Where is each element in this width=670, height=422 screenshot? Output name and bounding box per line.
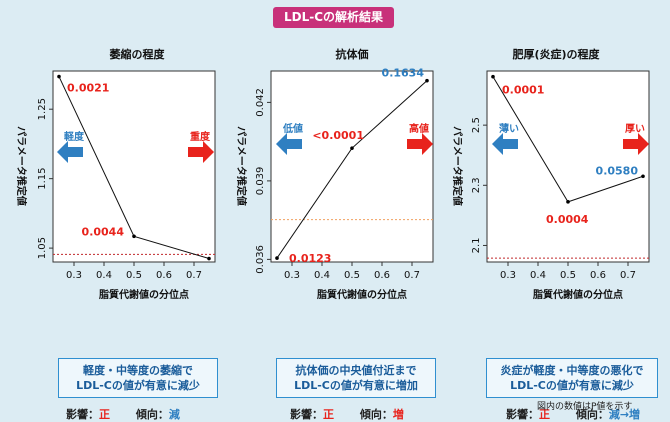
x-tick-label: 0.5	[344, 270, 360, 281]
footnote: 図内の数値はP値を示す	[537, 402, 633, 412]
chart-thickening: 肥厚(炎症)の程度 0.3 0.4 0.5 0.6 0.7 2.1 2.3 2.5 脂質代謝値の分…	[451, 47, 650, 301]
y-tick-label: 2.1	[471, 238, 482, 254]
arrow-left-icon	[276, 133, 302, 155]
y-tick-label: 0.042	[255, 88, 266, 117]
summary-line-1: 軽度・中等度の萎縮で	[83, 364, 193, 377]
low-arrow-label: 薄い	[499, 122, 519, 135]
impact-value: 正	[539, 408, 550, 421]
y-tick-label: 1.15	[37, 168, 48, 190]
x-tick-label: 0.4	[530, 270, 546, 281]
y-tick-label: 2.3	[471, 177, 482, 193]
data-point	[207, 256, 211, 261]
chart-title: 抗体価	[336, 47, 369, 61]
arrow-left-icon	[492, 133, 518, 155]
data-point	[132, 234, 136, 239]
y-axis-label: パラメータ推定値	[15, 126, 28, 206]
x-tick-label: 0.7	[620, 270, 636, 281]
x-tick-label: 0.4	[96, 270, 112, 281]
data-point	[425, 78, 429, 83]
x-tick-label: 0.7	[404, 270, 420, 281]
panel-thickening: 肥厚(炎症)の程度 0.3 0.4 0.5 0.6 0.7 2.1 2.3 2.5 脂質代謝値の分…	[446, 34, 668, 422]
direction-label: 傾向：	[575, 408, 609, 421]
direction-label: 傾向：	[359, 408, 393, 421]
x-tick-label: 0.5	[560, 270, 576, 281]
x-axis-label: 脂質代謝値の分位点	[316, 288, 407, 301]
y-tick-label: 1.25	[37, 98, 48, 120]
data-point	[491, 74, 495, 79]
impact-value: 正	[99, 408, 110, 421]
direction-value: 減→増	[608, 408, 641, 421]
high-arrow-label: 高値	[409, 122, 429, 135]
chart-title: 萎縮の程度	[109, 47, 166, 61]
panel-atrophy: 萎縮の程度 0.3 0.4 0.5 0.6 0.7 1.05 1.15 1.25 脂質代謝値の分位…	[0, 34, 222, 422]
direction-label: 傾向：	[135, 408, 169, 421]
summary-box: 炎症が軽度・中等度の悪化で LDL-Cの値が有意に減少	[486, 358, 658, 398]
impact-row: 影響：正 傾向：減→増	[506, 406, 640, 422]
p-value-label: 0.0044	[82, 225, 125, 238]
p-value-label: 0.0004	[546, 213, 589, 226]
arrow-right-icon	[623, 133, 649, 155]
x-tick-label: 0.6	[590, 270, 606, 281]
impact-row: 影響：正 傾向：減	[66, 406, 180, 422]
impact-label: 影響：	[290, 408, 323, 421]
x-axis-label: 脂質代謝値の分位点	[98, 288, 189, 301]
high-arrow-label: 厚い	[625, 123, 645, 135]
x-tick-label: 0.5	[126, 270, 142, 281]
x-tick-label: 0.6	[156, 270, 172, 281]
data-point	[566, 200, 570, 204]
data-point	[57, 74, 61, 79]
arrow-right-icon	[407, 133, 433, 155]
summary-line-2: LDL-Cの値が有意に減少	[510, 379, 634, 392]
x-tick-label: 0.3	[66, 270, 82, 281]
plot-area	[52, 70, 216, 263]
x-tick-label: 0.7	[186, 270, 202, 281]
x-tick-label: 0.3	[284, 270, 300, 281]
x-tick-label: 0.4	[314, 270, 330, 281]
impact-label: 影響：	[66, 408, 99, 421]
y-tick-label: 0.036	[255, 245, 266, 274]
direction-value: 増	[392, 408, 404, 421]
y-axis-label: パラメータ推定値	[235, 126, 248, 206]
y-axis-label: パラメータ推定値	[451, 126, 464, 206]
summary-line-2: LDL-Cの値が有意に増加	[294, 379, 418, 392]
impact-value: 正	[323, 408, 334, 421]
y-tick-label: 2.5	[471, 117, 482, 133]
arrow-right-icon	[188, 141, 214, 163]
p-value-label: 0.0580	[596, 164, 639, 177]
summary-line-1: 抗体価の中央値付近まで	[295, 364, 417, 377]
low-arrow-label: 低値	[282, 122, 303, 135]
plot-area	[270, 70, 434, 263]
data-point	[350, 146, 354, 150]
summary-line-1: 炎症が軽度・中等度の悪化で	[500, 364, 644, 377]
direction-value: 減	[168, 408, 180, 421]
p-value-label: 0.0001	[502, 84, 544, 97]
chart-title: 肥厚(炎症)の程度	[512, 47, 600, 61]
summary-box: 抗体価の中央値付近まで LDL-Cの値が有意に増加	[276, 358, 436, 398]
p-value-label: 0.0123	[289, 252, 331, 265]
summary-box: 軽度・中等度の萎縮で LDL-Cの値が有意に減少	[58, 358, 218, 398]
data-point	[641, 174, 645, 179]
high-arrow-label: 重度	[190, 130, 211, 143]
panel-antibody: 抗体価 0.3 0.4 0.5 0.6 0.7 0.036 0.039 0.042 脂質代謝値の分…	[224, 34, 446, 422]
plot-area	[486, 70, 650, 263]
impact-label: 影響：	[506, 408, 539, 421]
data-point	[275, 256, 279, 260]
p-value-label: 0.1634	[382, 67, 425, 80]
y-tick-label: 1.05	[37, 237, 48, 259]
x-tick-label: 0.6	[374, 270, 390, 281]
x-axis-label: 脂質代謝値の分位点	[532, 288, 623, 301]
arrow-left-icon	[57, 141, 83, 163]
impact-row: 影響：正 傾向：増	[290, 406, 404, 422]
page-title: LDL-Cの解析結果	[273, 7, 394, 28]
p-value-label: 0.0021	[67, 82, 109, 95]
low-arrow-label: 軽度	[64, 130, 85, 143]
p-value-label: <0.0001	[312, 129, 364, 142]
chart-antibody: 抗体価 0.3 0.4 0.5 0.6 0.7 0.036 0.039 0.042 脂質代謝値の分…	[235, 47, 434, 301]
chart-atrophy: 萎縮の程度 0.3 0.4 0.5 0.6 0.7 1.05 1.15 1.25 脂質代謝値の分位…	[15, 47, 216, 301]
x-tick-label: 0.3	[500, 270, 516, 281]
y-tick-label: 0.039	[255, 167, 266, 196]
summary-line-2: LDL-Cの値が有意に減少	[76, 379, 200, 392]
